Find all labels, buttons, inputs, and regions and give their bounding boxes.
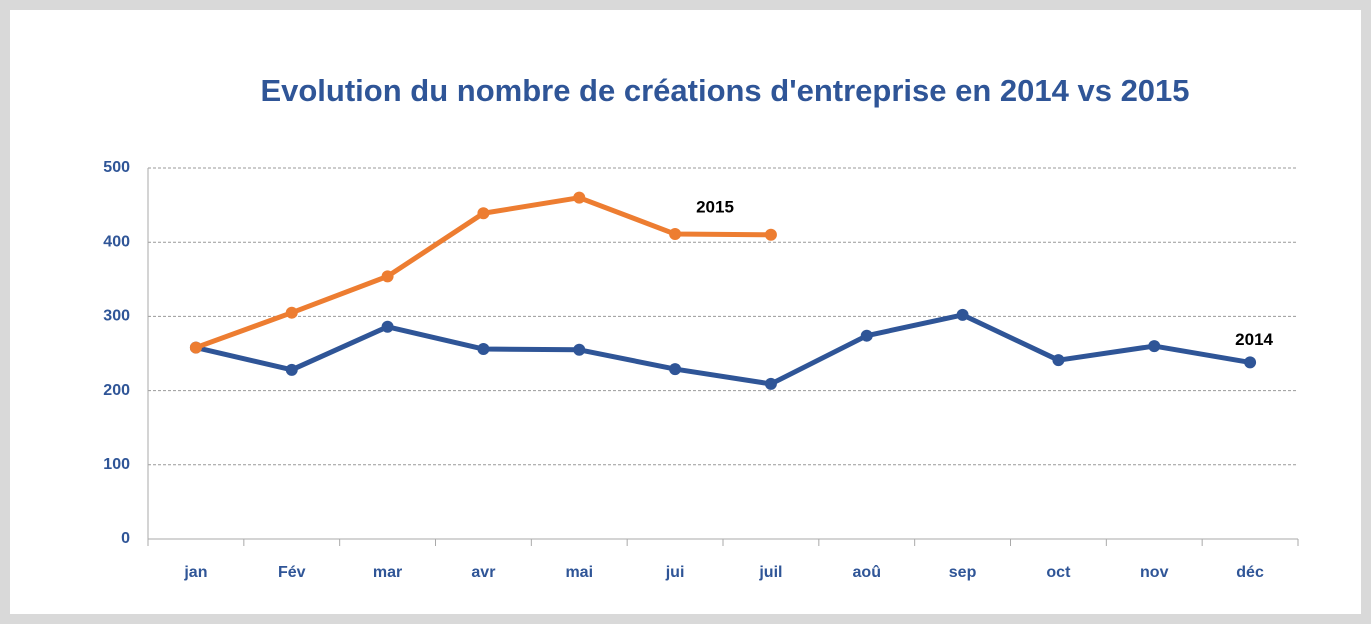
x-tick-label: déc [1236, 564, 1264, 581]
marker [285, 306, 298, 319]
series-label: 2014 [1235, 330, 1273, 349]
x-tick-label: jan [183, 564, 207, 581]
y-tick-label: 100 [103, 456, 130, 473]
x-tick-label: Fév [278, 564, 306, 581]
marker [669, 228, 682, 241]
x-tick-label: jui [665, 564, 685, 581]
y-tick-label: 400 [103, 233, 130, 250]
y-tick-label: 500 [103, 159, 130, 176]
marker [285, 363, 298, 376]
marker [381, 320, 394, 333]
x-tick-label: mai [565, 564, 593, 581]
marker [669, 363, 682, 376]
x-tick-label: oct [1046, 564, 1071, 581]
marker [189, 341, 202, 354]
chart-title: Evolution du nombre de créations d'entre… [260, 73, 1189, 108]
x-tick-label: sep [949, 564, 977, 581]
marker [860, 329, 873, 342]
marker [764, 377, 777, 390]
x-tick-label: juil [758, 564, 782, 581]
marker [381, 270, 394, 283]
marker [764, 228, 777, 241]
x-tick-label: nov [1140, 564, 1169, 581]
y-tick-label: 0 [121, 530, 130, 547]
series-label: 2015 [696, 198, 734, 217]
marker [477, 207, 490, 220]
marker [956, 308, 969, 321]
y-tick-label: 300 [103, 308, 130, 325]
marker [1148, 340, 1161, 353]
marker [573, 343, 586, 356]
x-tick-label: mar [373, 564, 402, 581]
x-tick-label: aoû [853, 564, 881, 581]
marker [477, 343, 490, 356]
series-line [195, 312, 1251, 387]
marker [1052, 354, 1065, 367]
marker [573, 191, 586, 204]
y-tick-label: 200 [103, 382, 130, 399]
marker [1244, 356, 1257, 369]
x-tick-label: avr [471, 564, 495, 581]
